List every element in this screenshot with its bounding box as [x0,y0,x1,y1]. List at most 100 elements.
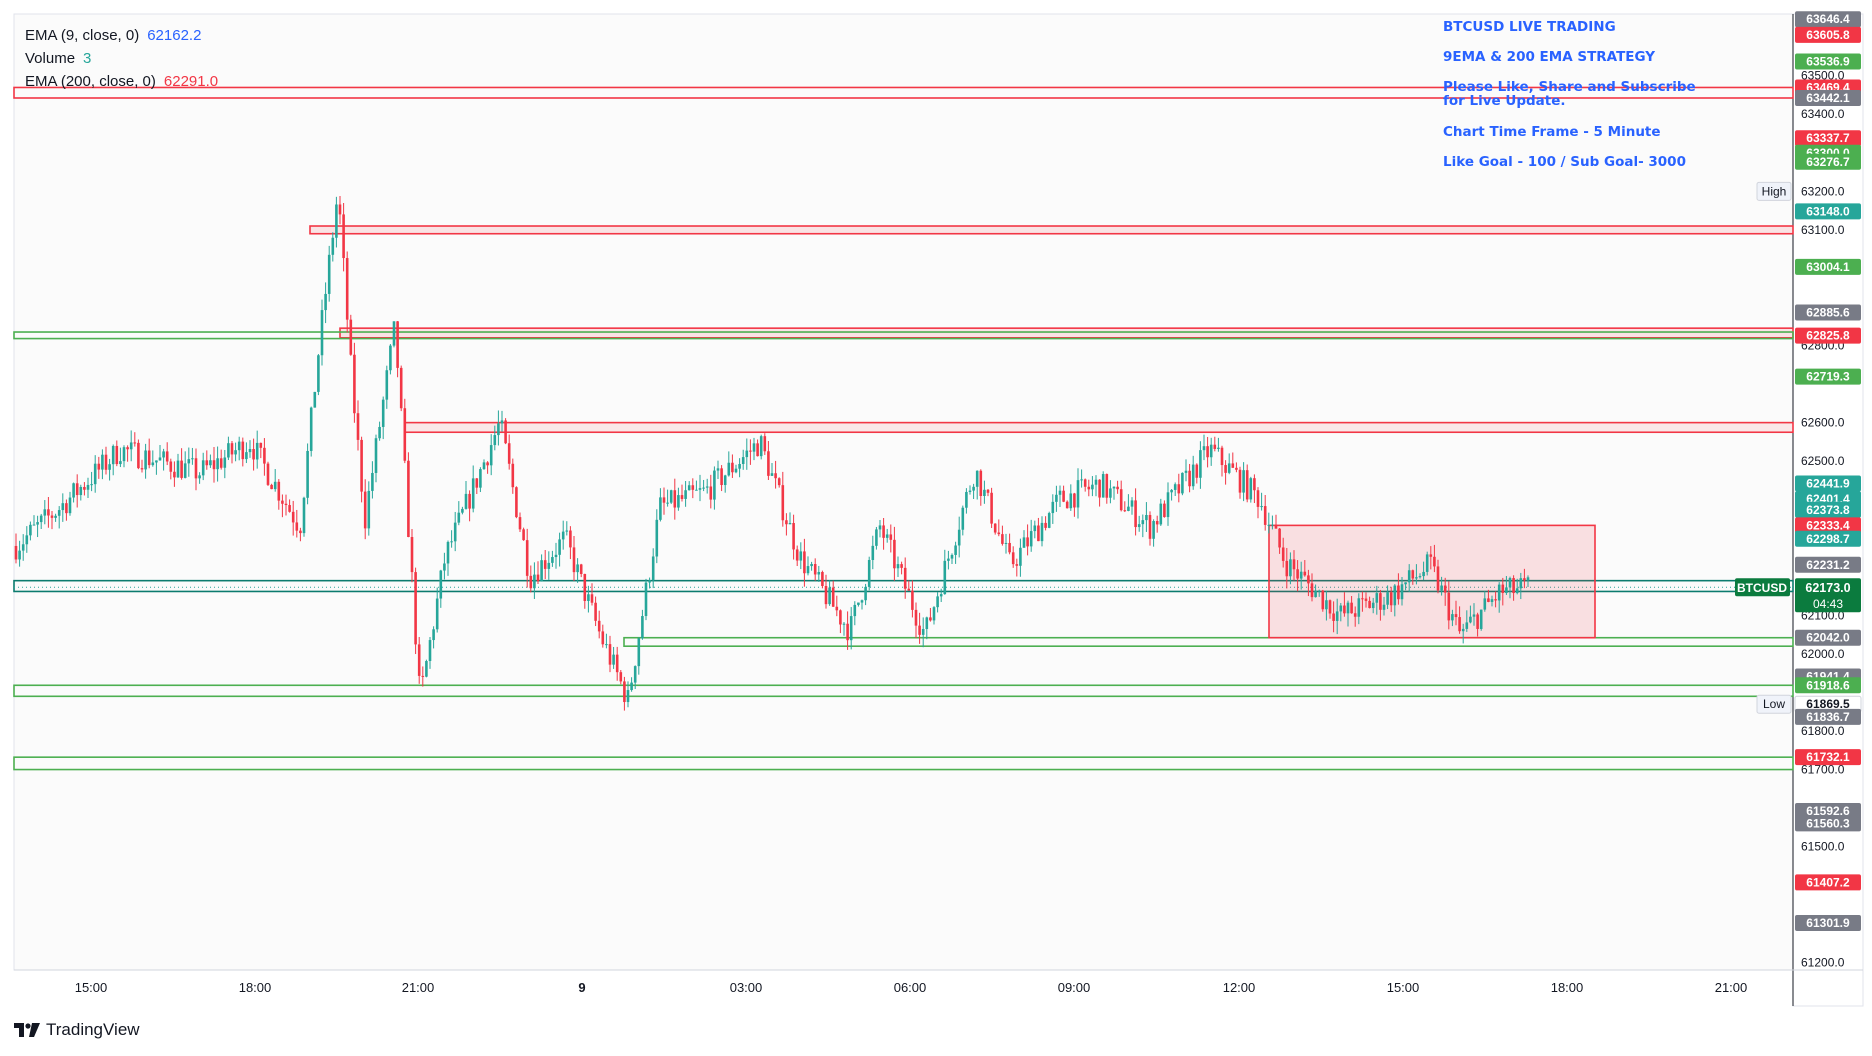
candle [1148,511,1152,546]
candle-body [939,594,943,597]
candle-body [1015,564,1019,566]
candle [1440,576,1443,596]
candle [1087,479,1091,497]
indicator-legend: EMA (9, close, 0) 62162.2 Volume 3 EMA (20… [25,24,218,93]
candle [1076,468,1080,519]
candle-body [615,654,619,673]
candle [597,610,601,639]
candle [230,440,234,464]
candle-body [680,495,684,499]
candle-body [1274,524,1278,529]
candle-body [947,558,950,561]
candle [453,511,457,552]
candle-body [965,491,968,508]
candle-body [745,450,749,458]
legend-ema200[interactable]: EMA (200, close, 0) 62291.0 [25,70,218,93]
candle-body [25,535,29,545]
candle-body [839,610,842,625]
candle-body [1044,522,1047,528]
candle [245,442,248,464]
candle [1289,552,1292,585]
candle [493,425,497,451]
legend-volume[interactable]: Volume 3 [25,47,218,70]
price-label-tag [1795,708,1861,725]
x-tick-label: 21:00 [1715,980,1748,995]
candle [821,570,824,589]
candle-body [914,609,918,626]
candle [227,436,230,461]
price-label-tag [1795,802,1861,819]
candle-body [1505,587,1508,593]
candle-body [122,447,126,462]
candle [1001,525,1004,546]
candle [846,611,849,650]
candle [1386,585,1389,610]
x-tick-label: 18:00 [1551,980,1584,995]
candle [284,494,288,516]
candle [500,410,504,432]
candle [1101,471,1105,498]
candle-body [731,462,734,473]
candle-body [1346,602,1350,614]
candle-body [1159,503,1163,525]
candle [248,440,252,458]
candle [1433,544,1436,573]
current-price-countdown: 04:43 [1813,597,1843,611]
candle-body [738,463,741,469]
candle [983,480,986,504]
candle-body [1339,605,1343,612]
candle [1328,599,1332,619]
candle [1037,517,1040,542]
price-label-tag [1795,130,1861,147]
candle-body [1490,599,1494,602]
x-tick-label: 09:00 [1058,980,1091,995]
price-label-text: 61301.9 [1806,916,1850,930]
candle [83,482,86,496]
candle-body [1055,494,1058,502]
candle [1029,519,1033,552]
candle-body [821,571,824,587]
candle-body [590,594,594,603]
candle [363,479,367,540]
candle [173,461,176,487]
candle [885,528,889,543]
candle-body [119,461,122,465]
candle-body [1515,588,1519,594]
candle [129,430,133,462]
candle [813,558,817,581]
candle [731,454,734,478]
candle-body [961,507,965,530]
candle [828,580,831,606]
candle [1242,462,1245,502]
candle-body [1181,472,1184,494]
candle-body [97,463,101,470]
candle [716,460,720,479]
candle-body [896,564,900,569]
y-tick-label: 63200.0 [1801,184,1845,198]
price-label-text: 62231.2 [1806,558,1850,572]
price-label-text: 63337.7 [1806,131,1850,145]
candle [1483,591,1487,612]
tradingview-brand[interactable]: TradingView [14,1020,140,1040]
candle [684,481,687,507]
legend-ema9[interactable]: EMA (9, close, 0) 62162.2 [25,24,218,47]
y-tick-label: 61800.0 [1801,724,1845,738]
candle [1317,589,1321,597]
candle-body [86,484,90,490]
candle [1238,466,1242,499]
candle [410,529,414,583]
candle-body [1357,598,1361,617]
candle [194,448,198,491]
candle [1173,482,1177,497]
candle-body [1098,479,1101,498]
candle [14,533,18,564]
candle [306,443,309,505]
candle [993,523,997,535]
candle [1404,582,1407,591]
candle [529,565,533,593]
candle-body [1278,528,1281,548]
candle [867,556,871,591]
price-label-tag [1795,677,1861,694]
